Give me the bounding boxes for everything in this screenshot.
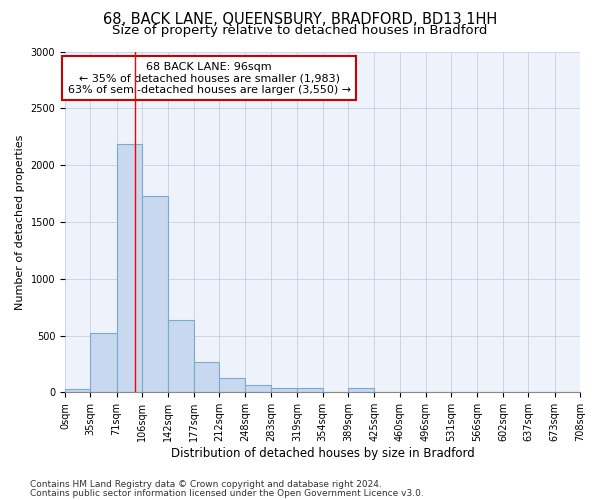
Bar: [219, 378, 245, 392]
Bar: [245, 385, 271, 392]
Text: 68 BACK LANE: 96sqm
← 35% of detached houses are smaller (1,983)
63% of semi-det: 68 BACK LANE: 96sqm ← 35% of detached ho…: [68, 62, 351, 95]
Bar: [271, 388, 297, 392]
Bar: [348, 388, 374, 392]
Bar: [91, 334, 116, 392]
Bar: [65, 389, 91, 392]
Text: 68, BACK LANE, QUEENSBURY, BRADFORD, BD13 1HH: 68, BACK LANE, QUEENSBURY, BRADFORD, BD1…: [103, 12, 497, 28]
Y-axis label: Number of detached properties: Number of detached properties: [15, 134, 25, 310]
Text: Contains public sector information licensed under the Open Government Licence v3: Contains public sector information licen…: [30, 488, 424, 498]
Bar: [169, 320, 194, 392]
Bar: [297, 388, 323, 392]
Bar: [116, 144, 142, 392]
Text: Size of property relative to detached houses in Bradford: Size of property relative to detached ho…: [112, 24, 488, 37]
Bar: [142, 196, 169, 392]
Text: Contains HM Land Registry data © Crown copyright and database right 2024.: Contains HM Land Registry data © Crown c…: [30, 480, 382, 489]
Bar: [194, 362, 219, 392]
X-axis label: Distribution of detached houses by size in Bradford: Distribution of detached houses by size …: [170, 447, 475, 460]
